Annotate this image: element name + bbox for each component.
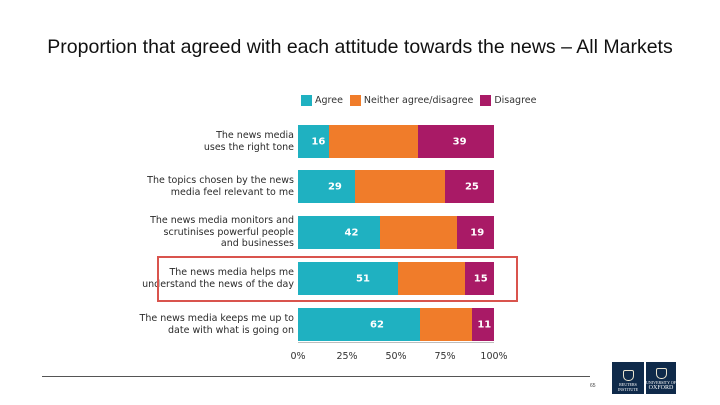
bar-segment-neither (329, 125, 418, 158)
category-label: The topics chosen by the news media feel… (147, 175, 294, 198)
legend-item-neither: Neither agree/disagree (349, 94, 474, 106)
bar-value-label-disagree: 11 (477, 319, 492, 330)
legend-label-neither: Neither agree/disagree (363, 94, 474, 106)
legend-label-agree: Agree (315, 94, 343, 106)
bar-segment-disagree (464, 262, 494, 295)
category-label: The news media monitors and scrutinises … (150, 215, 294, 250)
bar-segment-agree (298, 216, 381, 249)
bar-segment-agree (298, 170, 355, 203)
bar-segment-disagree (417, 125, 494, 158)
bar-value-label-agree: 29 (327, 181, 342, 192)
reuters-logo-text-1: REUTERS (619, 382, 637, 387)
x-tick-label: 100% (480, 351, 508, 362)
footer-divider (42, 376, 590, 377)
bar-value-label-agree: 51 (356, 273, 370, 284)
legend-swatch-disagree (480, 94, 492, 106)
category-label: The news media keeps me up to date with … (139, 313, 294, 336)
x-tick-label: 75% (434, 351, 456, 362)
bar-value-label-disagree: 39 (452, 136, 467, 147)
bar-segment-neither (380, 216, 457, 249)
bar-value-label-disagree: 19 (470, 227, 485, 238)
bar-segment-disagree (456, 216, 494, 249)
slide-title: Proportion that agreed with each attitud… (47, 36, 673, 58)
bar-value-label-agree: 42 (344, 227, 359, 238)
x-tick-label: 25% (336, 351, 358, 362)
legend-item-disagree: Disagree (480, 94, 537, 106)
bar-segment-neither (354, 170, 445, 203)
reuters-logo-text-2: INSTITUTE (617, 386, 639, 392)
legend-swatch-agree (301, 94, 312, 106)
x-tick-label: 50% (385, 351, 407, 362)
x-axis-line (298, 342, 494, 343)
oxford-logo-text-2: OXFORD (648, 385, 674, 391)
category-label: The news media helps me understand the n… (142, 267, 294, 290)
bar-segment-agree (298, 262, 398, 295)
x-tick-label: 0% (290, 351, 306, 362)
legend-swatch-neither (349, 94, 361, 106)
oxford-logo-text-1: UNIVERSITY OF (646, 379, 676, 385)
legend-item-agree: Agree (301, 94, 343, 106)
bar-value-label-agree: 16 (311, 136, 326, 147)
bar-value-label-agree: 62 (370, 319, 384, 330)
oxford-crest-icon (655, 367, 667, 379)
category-label: The news media uses the right tone (203, 130, 294, 153)
legend-label-disagree: Disagree (494, 94, 537, 106)
bar-segment-agree (298, 125, 330, 158)
bar-segment-disagree (472, 308, 494, 341)
bar-segment-agree (298, 308, 420, 341)
bar-segment-neither (397, 262, 465, 295)
chart-legend: Agree Neither agree/disagree Disagree (301, 93, 536, 107)
reuters-crest-icon (622, 370, 634, 381)
page-number: 65 (590, 383, 596, 389)
oxford-university-logo: UNIVERSITY OF OXFORD (646, 362, 676, 394)
bar-segment-neither (419, 308, 473, 341)
highlight-box (157, 256, 518, 302)
bar-segment-disagree (445, 170, 494, 203)
reuters-institute-logo: REUTERS INSTITUTE (612, 362, 644, 394)
bar-value-label-disagree: 15 (473, 273, 488, 284)
bar-value-label-disagree: 25 (464, 181, 479, 192)
